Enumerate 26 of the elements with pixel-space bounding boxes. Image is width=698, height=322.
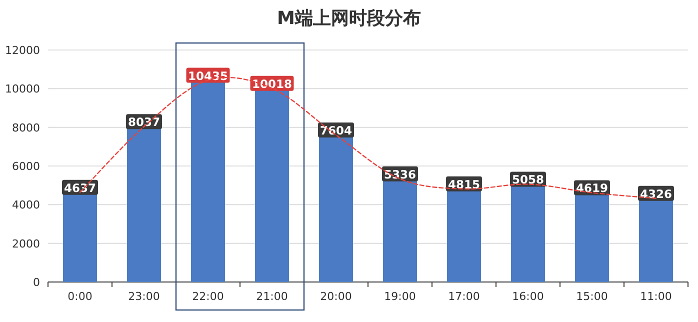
y-tick-label: 10000	[5, 82, 40, 96]
y-tick-label: 6000	[12, 160, 40, 173]
x-tick-label: 23:00	[128, 290, 160, 303]
data-label: 4637	[64, 180, 96, 195]
chart-title: M端上网时段分布	[277, 8, 421, 29]
data-label: 4326	[640, 186, 672, 201]
y-tick-label: 4000	[12, 198, 40, 212]
data-label: 10018	[252, 76, 292, 91]
x-tick-label: 20:00	[320, 290, 352, 303]
x-tick-label: 11:00	[640, 290, 672, 303]
y-tick-label: 8000	[12, 121, 40, 134]
y-tick-label: 12000	[5, 44, 40, 57]
x-tick-label: 16:00	[512, 290, 544, 303]
x-tick-label: 19:00	[384, 290, 416, 303]
y-tick-label: 0	[33, 276, 40, 289]
x-tick-label: 17:00	[448, 290, 480, 303]
x-tick-label: 0:00	[68, 290, 92, 303]
x-tick-label: 21:00	[256, 290, 288, 303]
y-tick-label: 2000	[12, 237, 40, 250]
data-label: 4815	[448, 177, 480, 192]
x-tick-label: 15:00	[576, 290, 608, 303]
data-label: 4619	[576, 181, 608, 196]
x-tick-label: 22:00	[192, 290, 224, 303]
data-label: 5058	[512, 172, 544, 187]
data-label: 8037	[128, 115, 160, 130]
data-label: 10435	[188, 68, 228, 83]
